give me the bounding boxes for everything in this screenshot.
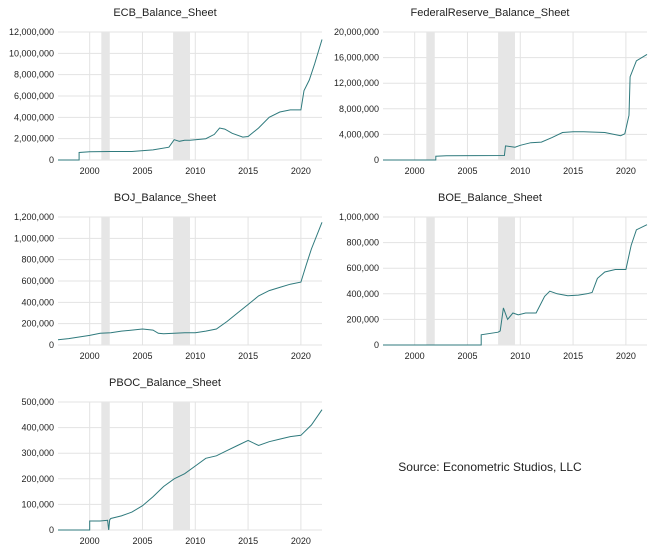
recession-band-0 bbox=[101, 32, 110, 160]
chart-svg-boj: BOJ_Balance_Sheet 0 200,000 400,000 600,000 8… bbox=[14, 192, 323, 361]
y-tick-label: 0 bbox=[374, 340, 379, 350]
x-tick-label: 2020 bbox=[616, 351, 636, 361]
y-tick-label: 6,000,000 bbox=[14, 91, 54, 101]
chart-title: ECB_Balance_Sheet bbox=[113, 7, 216, 19]
recession-band-0 bbox=[101, 402, 110, 530]
x-tick-label: 2020 bbox=[291, 351, 311, 361]
y-tick-label: 20,000,000 bbox=[334, 27, 379, 37]
source-note: Source: Econometric Studios, LLC bbox=[398, 460, 582, 474]
x-tick-label: 2015 bbox=[563, 166, 583, 176]
recession-band-1 bbox=[173, 402, 190, 530]
y-tick-label: 8,000,000 bbox=[339, 104, 379, 114]
y-tick-label: 4,000,000 bbox=[339, 129, 379, 139]
chart-title: FederalReserve_Balance_Sheet bbox=[411, 7, 570, 19]
y-tick-label: 1,000,000 bbox=[339, 212, 379, 222]
y-tick-label: 12,000,000 bbox=[334, 78, 379, 88]
chart-pboc-balance-sheet: PBOC_Balance_Sheet 0 100,000 200,000 300,000… bbox=[0, 370, 325, 555]
recession-band-0 bbox=[101, 217, 110, 345]
x-tick-label: 2010 bbox=[185, 351, 205, 361]
x-tick-label: 2010 bbox=[185, 166, 205, 176]
y-tick-label: 500,000 bbox=[21, 397, 54, 407]
y-tick-label: 400,000 bbox=[346, 289, 379, 299]
y-tick-label: 0 bbox=[374, 155, 379, 165]
x-tick-label: 2000 bbox=[405, 351, 425, 361]
recession-band-0 bbox=[426, 32, 435, 160]
chart-title: BOJ_Balance_Sheet bbox=[114, 192, 216, 204]
x-tick-label: 2010 bbox=[510, 351, 530, 361]
chart-svg-boe: BOE_Balance_Sheet 0 200,000 400,000 600,000 8… bbox=[339, 192, 648, 361]
y-tick-label: 800,000 bbox=[346, 238, 379, 248]
x-tick-label: 2000 bbox=[80, 536, 100, 546]
x-tick-label: 2020 bbox=[616, 166, 636, 176]
x-tick-label: 2000 bbox=[405, 166, 425, 176]
y-tick-label: 12,000,000 bbox=[9, 27, 54, 37]
y-tick-label: 4,000,000 bbox=[14, 112, 54, 122]
y-tick-label: 600,000 bbox=[21, 276, 54, 286]
series-line bbox=[57, 222, 323, 341]
chart-federalreserve-balance-sheet: FederalReserve_Balance_Sheet 0 4,000,000 8,… bbox=[325, 0, 650, 185]
y-tick-label: 8,000,000 bbox=[14, 70, 54, 80]
y-tick-label: 1,000,000 bbox=[14, 233, 54, 243]
x-tick-label: 2010 bbox=[510, 166, 530, 176]
y-tick-label: 200,000 bbox=[21, 319, 54, 329]
x-tick-label: 2005 bbox=[457, 351, 477, 361]
x-tick-label: 2005 bbox=[132, 536, 152, 546]
x-tick-label: 2005 bbox=[132, 166, 152, 176]
y-tick-label: 200,000 bbox=[21, 474, 54, 484]
series-line bbox=[58, 409, 323, 531]
chart-boe-balance-sheet: BOE_Balance_Sheet 0 200,000 400,000 600,000 8… bbox=[325, 185, 650, 370]
series-line bbox=[58, 39, 323, 161]
x-tick-label: 2015 bbox=[238, 536, 258, 546]
y-tick-label: 0 bbox=[49, 525, 54, 535]
chart-title: PBOC_Balance_Sheet bbox=[109, 377, 221, 389]
y-tick-label: 0 bbox=[49, 155, 54, 165]
chart-svg-pboc: PBOC_Balance_Sheet 0 100,000 200,000 300,000… bbox=[21, 377, 323, 546]
chart-svg-ecb: ECB_Balance_Sheet 0 2,000,000 4,000,000 6,00… bbox=[9, 7, 323, 176]
y-tick-label: 600,000 bbox=[346, 263, 379, 273]
x-tick-label: 2010 bbox=[185, 536, 205, 546]
y-tick-label: 16,000,000 bbox=[334, 53, 379, 63]
recession-band-1 bbox=[173, 32, 190, 160]
chart-svg-federalreserve: FederalReserve_Balance_Sheet 0 4,000,000 8,… bbox=[334, 7, 648, 176]
x-tick-label: 2000 bbox=[80, 166, 100, 176]
x-tick-label: 2020 bbox=[291, 166, 311, 176]
x-tick-label: 2005 bbox=[457, 166, 477, 176]
x-tick-label: 2015 bbox=[238, 166, 258, 176]
y-tick-label: 200,000 bbox=[346, 314, 379, 324]
x-tick-label: 2000 bbox=[80, 351, 100, 361]
y-tick-label: 400,000 bbox=[21, 297, 54, 307]
x-tick-label: 2015 bbox=[563, 351, 583, 361]
chart-title: BOE_Balance_Sheet bbox=[438, 192, 542, 204]
y-tick-label: 1,200,000 bbox=[14, 212, 54, 222]
series-line bbox=[383, 224, 648, 346]
x-tick-label: 2015 bbox=[238, 351, 258, 361]
y-tick-label: 100,000 bbox=[21, 499, 54, 509]
y-tick-label: 400,000 bbox=[21, 423, 54, 433]
y-tick-label: 10,000,000 bbox=[9, 48, 54, 58]
recession-band-1 bbox=[498, 32, 515, 160]
recession-band-0 bbox=[426, 217, 435, 345]
chart-boj-balance-sheet: BOJ_Balance_Sheet 0 200,000 400,000 600,000 8… bbox=[0, 185, 325, 370]
y-tick-label: 2,000,000 bbox=[14, 134, 54, 144]
chart-ecb-balance-sheet: ECB_Balance_Sheet 0 2,000,000 4,000,000 6,00… bbox=[0, 0, 325, 185]
y-tick-label: 800,000 bbox=[21, 255, 54, 265]
x-tick-label: 2005 bbox=[132, 351, 152, 361]
recession-band-1 bbox=[173, 217, 190, 345]
x-tick-label: 2020 bbox=[291, 536, 311, 546]
y-tick-label: 300,000 bbox=[21, 448, 54, 458]
series-line bbox=[383, 53, 648, 161]
y-tick-label: 0 bbox=[49, 340, 54, 350]
